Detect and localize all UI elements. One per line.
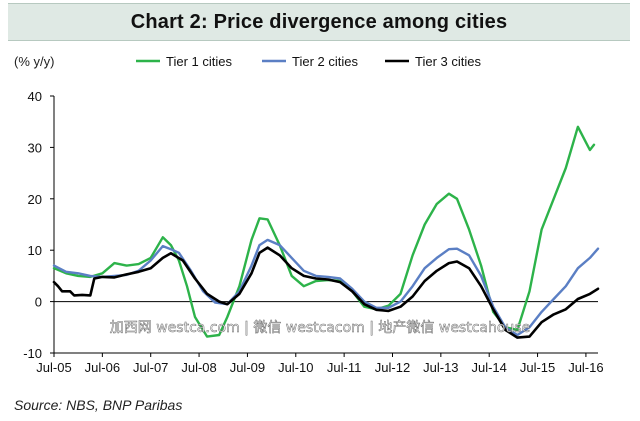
chart-title: Chart 2: Price divergence among cities [130, 10, 508, 33]
series-lines [52, 125, 600, 339]
x-tick-label: Jul-14 [471, 360, 506, 375]
x-tick-label: Jul-12 [375, 360, 410, 375]
legend-label: Tier 1 cities [166, 54, 232, 69]
y-tick-label: 10 [28, 243, 42, 258]
series-line-tier-3-cities [52, 246, 600, 339]
x-tick-label: Jul-10 [278, 360, 313, 375]
series-line-tier-2-cities [52, 238, 600, 337]
legend-label: Tier 3 cities [415, 54, 481, 69]
x-tick-label: Jul-11 [327, 360, 361, 375]
x-tick-label: Jul-05 [36, 360, 71, 375]
x-tick-label: Jul-13 [423, 360, 458, 375]
y-tick-label: -10 [23, 346, 42, 361]
y-tick-label: 30 [28, 140, 42, 155]
x-tick-label: Jul-15 [520, 360, 555, 375]
x-tick-label: Jul-09 [230, 360, 265, 375]
x-tick-label: Jul-07 [133, 360, 168, 375]
x-tick-label: Jul-06 [85, 360, 120, 375]
x-tick-label: Jul-08 [181, 360, 216, 375]
line-chart: (% y/y) Tier 1 cities Tier 2 cities Tier 3… [14, 54, 604, 375]
series-line-tier-1-cities [52, 125, 596, 338]
legend-label: Tier 2 cities [292, 54, 358, 69]
y-axis-label: (% y/y) [14, 54, 54, 69]
source-note: Source: NBS, BNP Paribas [14, 397, 183, 413]
legend: Tier 1 cities Tier 2 cities Tier 3 cities [136, 54, 481, 69]
y-tick-label: 40 [28, 89, 42, 104]
chart-title-bar: Chart 2: Price divergence among cities [8, 3, 630, 41]
y-tick-label: 0 [35, 295, 42, 310]
axes: -10 0 10 20 30 40 Jul-05 Jul-06 Jul-07 Jul-08 Jul-… [23, 89, 603, 375]
y-tick-label: 20 [28, 192, 42, 207]
x-tick-label: Jul-16 [568, 360, 603, 375]
watermark: 加西网 westca.com | 微信 westcacom | 地产微信 wes… [110, 320, 530, 336]
